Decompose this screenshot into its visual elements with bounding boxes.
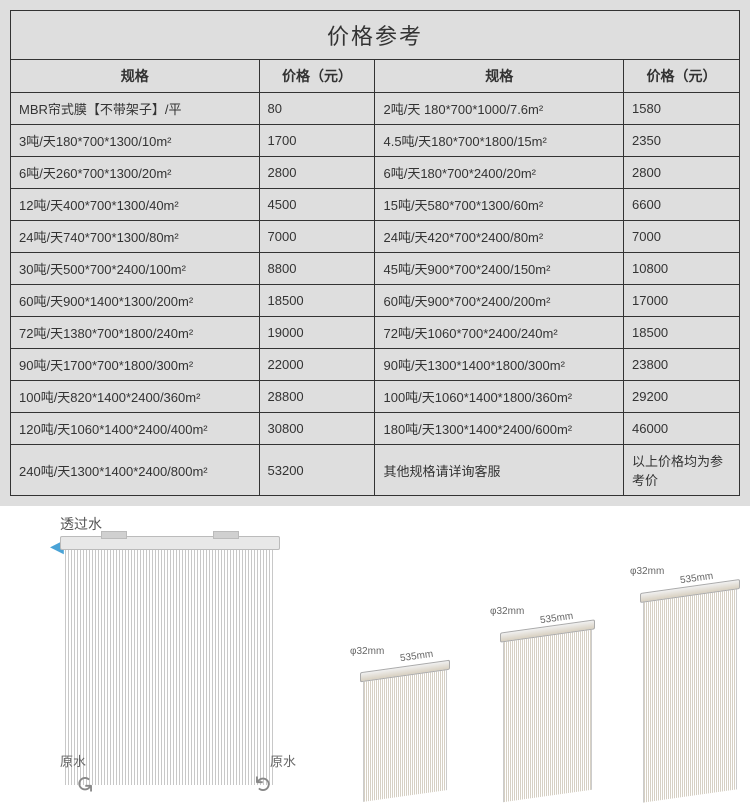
cell-s1: 240吨/天1300*1400*2400/800m² — [11, 445, 260, 496]
table-row: MBR帘式膜【不带架子】/平802吨/天 180*700*1000/7.6m²1… — [11, 93, 740, 125]
table-row: 72吨/天1380*700*1800/240m²1900072吨/天1060*7… — [11, 317, 740, 349]
membrane-size-2 — [500, 619, 595, 802]
cell-p2: 17000 — [624, 285, 740, 317]
phi-label-3: φ32mm — [630, 566, 664, 577]
cell-p2: 以上价格均为参考价 — [624, 445, 740, 496]
cell-s1: 24吨/天740*700*1300/80m² — [11, 221, 260, 253]
cell-s2: 90吨/天1300*1400*1800/300m² — [375, 349, 624, 381]
cell-s2: 180吨/天1300*1400*2400/600m² — [375, 413, 624, 445]
header-price-2: 价格（元） — [624, 60, 740, 93]
table-row: 90吨/天1700*700*1800/300m²2200090吨/天1300*1… — [11, 349, 740, 381]
table-row: 6吨/天260*700*1300/20m²28006吨/天180*700*240… — [11, 157, 740, 189]
cell-p1: 22000 — [259, 349, 375, 381]
table-row: 60吨/天900*1400*1300/200m²1850060吨/天900*70… — [11, 285, 740, 317]
cell-s1: 120吨/天1060*1400*2400/400m² — [11, 413, 260, 445]
cell-p2: 6600 — [624, 189, 740, 221]
product-diagram-area: 透过水 ◀━ 原水 原水 ↺ ↻ φ32mm 535mm φ32mm 535mm… — [0, 506, 750, 806]
header-spec-1: 规格 — [11, 60, 260, 93]
cell-s1: 72吨/天1380*700*1800/240m² — [11, 317, 260, 349]
membrane-fibers — [65, 550, 275, 785]
cell-s1: 90吨/天1700*700*1800/300m² — [11, 349, 260, 381]
cell-p2: 10800 — [624, 253, 740, 285]
cell-s1: 3吨/天180*700*1300/10m² — [11, 125, 260, 157]
cell-s2: 其他规格请详询客服 — [375, 445, 624, 496]
table-header-row: 规格 价格（元） 规格 价格（元） — [11, 60, 740, 93]
cell-p1: 30800 — [259, 413, 375, 445]
cell-s2: 72吨/天1060*700*2400/240m² — [375, 317, 624, 349]
table-row: 240吨/天1300*1400*2400/800m²53200其他规格请详询客服… — [11, 445, 740, 496]
cell-s2: 15吨/天580*700*1300/60m² — [375, 189, 624, 221]
cell-p2: 23800 — [624, 349, 740, 381]
membrane-size-3 — [640, 579, 740, 803]
price-reference-table: 价格参考 规格 价格（元） 规格 价格（元） MBR帘式膜【不带架子】/平802… — [10, 10, 740, 496]
table-row: 30吨/天500*700*2400/100m²880045吨/天900*700*… — [11, 253, 740, 285]
cell-s2: 6吨/天180*700*2400/20m² — [375, 157, 624, 189]
cell-p2: 2800 — [624, 157, 740, 189]
cell-s1: 30吨/天500*700*2400/100m² — [11, 253, 260, 285]
curve-arrow-left-icon: ↺ — [71, 775, 97, 793]
cell-p2: 46000 — [624, 413, 740, 445]
raw-water-label-left: 原水 — [60, 751, 86, 770]
membrane-size-1 — [360, 660, 450, 803]
cell-p1: 18500 — [259, 285, 375, 317]
cell-s2: 60吨/天900*700*2400/200m² — [375, 285, 624, 317]
cell-s1: 6吨/天260*700*1300/20m² — [11, 157, 260, 189]
table-row: 3吨/天180*700*1300/10m²17004.5吨/天180*700*1… — [11, 125, 740, 157]
phi-label-1: φ32mm — [350, 646, 384, 657]
cell-p2: 1580 — [624, 93, 740, 125]
curve-arrow-right-icon: ↻ — [251, 775, 277, 793]
cell-p1: 7000 — [259, 221, 375, 253]
permeate-water-label: 透过水 — [60, 514, 102, 534]
cell-p1: 53200 — [259, 445, 375, 496]
phi-label-2: φ32mm — [490, 606, 524, 617]
table-row: 24吨/天740*700*1300/80m²700024吨/天420*700*2… — [11, 221, 740, 253]
header-price-1: 价格（元） — [259, 60, 375, 93]
table-title-row: 价格参考 — [11, 11, 740, 60]
cell-s2: 100吨/天1060*1400*1800/360m² — [375, 381, 624, 413]
membrane-main-module — [60, 536, 280, 785]
cell-p2: 18500 — [624, 317, 740, 349]
cell-p1: 1700 — [259, 125, 375, 157]
cell-p1: 8800 — [259, 253, 375, 285]
cell-s1: 60吨/天900*1400*1300/200m² — [11, 285, 260, 317]
cell-s1: 12吨/天400*700*1300/40m² — [11, 189, 260, 221]
module-top-bar — [60, 536, 280, 550]
cell-s2: 2吨/天 180*700*1000/7.6m² — [375, 93, 624, 125]
cell-s1: MBR帘式膜【不带架子】/平 — [11, 93, 260, 125]
cell-p2: 29200 — [624, 381, 740, 413]
cell-s2: 45吨/天900*700*2400/150m² — [375, 253, 624, 285]
cell-p2: 7000 — [624, 221, 740, 253]
cell-p1: 80 — [259, 93, 375, 125]
table-row: 12吨/天400*700*1300/40m²450015吨/天580*700*1… — [11, 189, 740, 221]
cell-s2: 4.5吨/天180*700*1800/15m² — [375, 125, 624, 157]
cell-s1: 100吨/天820*1400*2400/360m² — [11, 381, 260, 413]
raw-water-label-right: 原水 — [270, 751, 296, 770]
cell-s2: 24吨/天420*700*2400/80m² — [375, 221, 624, 253]
cell-p1: 19000 — [259, 317, 375, 349]
cell-p2: 2350 — [624, 125, 740, 157]
cell-p1: 2800 — [259, 157, 375, 189]
cell-p1: 4500 — [259, 189, 375, 221]
table-row: 120吨/天1060*1400*2400/400m²30800180吨/天130… — [11, 413, 740, 445]
table-row: 100吨/天820*1400*2400/360m²28800100吨/天1060… — [11, 381, 740, 413]
table-title: 价格参考 — [11, 11, 740, 60]
cell-p1: 28800 — [259, 381, 375, 413]
header-spec-2: 规格 — [375, 60, 624, 93]
